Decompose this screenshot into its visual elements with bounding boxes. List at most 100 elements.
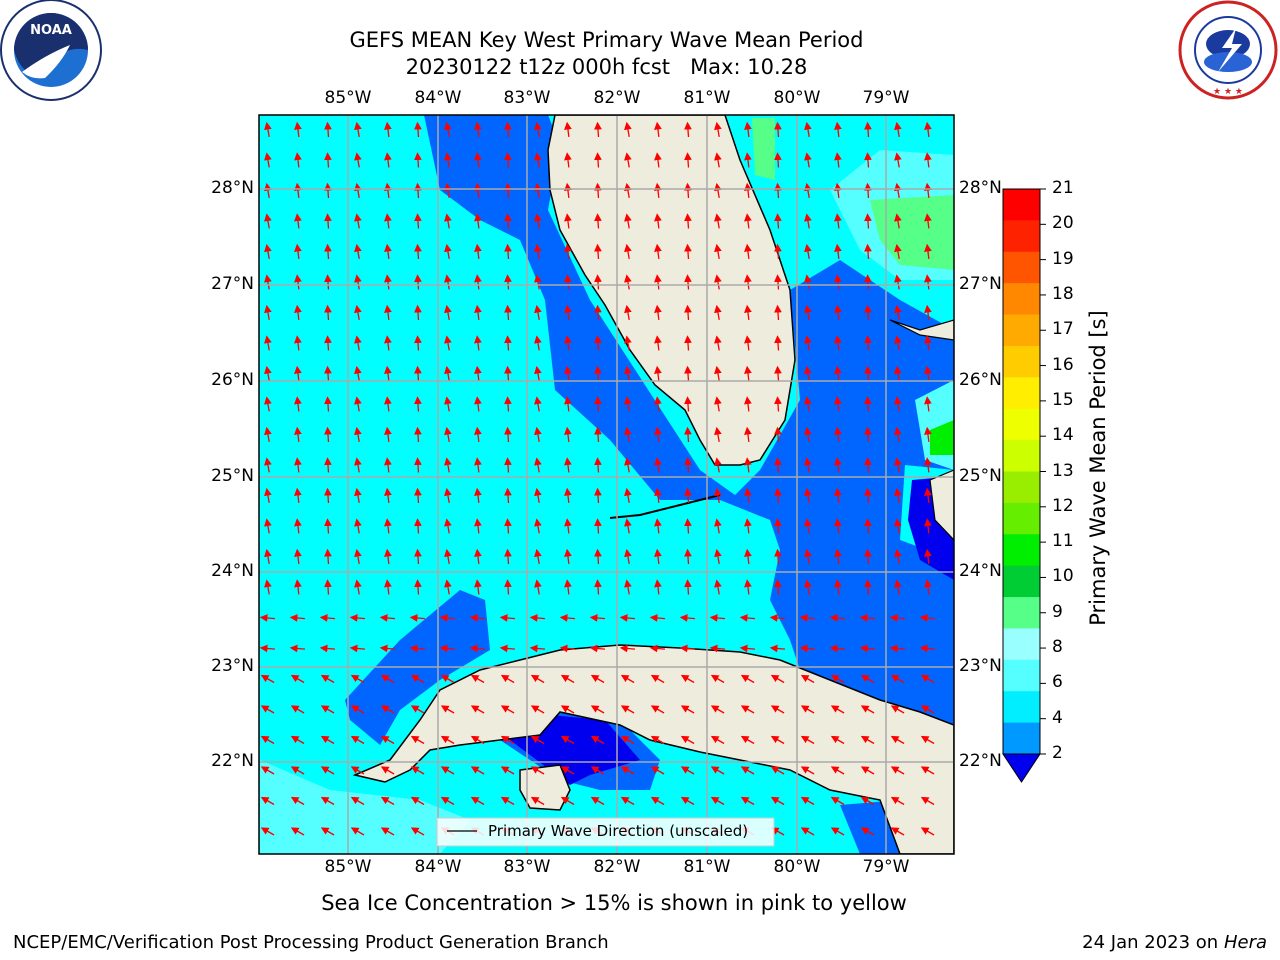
wave-direction-arrow — [739, 614, 756, 622]
wave-direction-arrow — [774, 182, 782, 199]
wave-direction-arrow — [894, 365, 902, 382]
wave-direction-arrow — [444, 243, 452, 260]
wave-direction-arrow — [740, 796, 755, 806]
wave-direction-arrow — [680, 705, 695, 714]
colorbar-cell — [1003, 565, 1040, 598]
wave-direction-arrow — [864, 182, 872, 199]
colorbar-tick-label: 14 — [1052, 425, 1074, 446]
wave-direction-arrow — [594, 152, 602, 168]
wave-direction-arrow — [864, 304, 872, 321]
wave-direction-arrow — [924, 518, 932, 534]
wave-direction-arrow — [624, 335, 632, 351]
wave-direction-arrow — [264, 396, 272, 412]
wave-direction-arrow — [260, 735, 275, 745]
wave-direction-arrow — [714, 396, 722, 412]
wave-direction-arrow — [834, 182, 842, 199]
wave-direction-arrow — [804, 304, 812, 321]
wave-direction-arrow — [564, 365, 572, 382]
wave-direction-arrow — [504, 487, 512, 504]
wave-direction-arrow — [624, 274, 632, 290]
wave-direction-arrow — [774, 457, 782, 473]
wave-direction-arrow — [714, 365, 722, 382]
colorbar-tick-label: 20 — [1052, 213, 1074, 234]
wave-direction-arrow — [259, 614, 276, 622]
wave-direction-arrow — [834, 426, 842, 443]
wave-direction-arrow — [504, 213, 512, 229]
wave-direction-arrow — [769, 614, 786, 622]
wave-direction-arrow — [859, 644, 876, 653]
lat-label-right: 22°N — [959, 751, 1002, 771]
wave-direction-arrow — [590, 705, 605, 714]
wave-direction-arrow — [354, 243, 362, 260]
wave-direction-arrow — [894, 426, 902, 443]
wave-direction-arrow — [380, 674, 395, 684]
wave-direction-arrow — [379, 644, 396, 653]
wave-direction-arrow — [654, 487, 662, 504]
wave-direction-arrow — [504, 365, 512, 382]
wave-direction-arrow — [744, 487, 752, 504]
wave-direction-arrow — [324, 152, 332, 168]
lat-label-right: 28°N — [959, 178, 1002, 198]
wave-direction-arrow — [350, 827, 365, 836]
colorbar-cell — [1003, 377, 1040, 410]
wave-direction-arrow — [384, 304, 392, 321]
wave-direction-arrow — [624, 518, 632, 534]
wave-direction-arrow — [384, 152, 392, 168]
wave-direction-arrow — [624, 213, 632, 229]
wave-direction-arrow — [474, 579, 482, 595]
wave-direction-arrow — [654, 335, 662, 351]
wave-direction-arrow — [564, 121, 572, 138]
wave-direction-arrow — [714, 579, 722, 595]
wave-direction-arrow — [804, 243, 812, 260]
wave-direction-arrow — [650, 674, 665, 684]
wave-direction-arrow — [919, 614, 936, 622]
colorbar-cell — [1003, 283, 1040, 316]
wave-direction-arrow — [920, 796, 935, 806]
lon-label-bottom: 82°W — [593, 857, 641, 877]
wave-direction-arrow — [500, 735, 515, 745]
wave-direction-arrow — [619, 644, 636, 653]
wave-direction-arrow — [920, 735, 935, 745]
wave-direction-arrow — [594, 304, 602, 321]
wave-direction-arrow — [714, 548, 722, 565]
wave-direction-arrow — [800, 766, 815, 775]
wave-direction-arrow — [414, 457, 422, 473]
lon-label-top: 79°W — [862, 88, 910, 108]
wave-direction-arrow — [770, 735, 785, 745]
wave-direction-arrow — [534, 274, 542, 290]
wave-direction-arrow — [534, 579, 542, 595]
wave-direction-arrow — [324, 365, 332, 382]
wave-direction-arrow — [684, 243, 692, 260]
wave-direction-arrow — [414, 335, 422, 351]
wave-direction-arrow — [324, 457, 332, 473]
lat-label-left: 26°N — [211, 370, 254, 390]
wave-direction-arrow — [594, 213, 602, 229]
ocean-period-10-11 — [930, 420, 954, 455]
wave-direction-arrow — [290, 827, 305, 836]
wave-direction-arrow — [684, 518, 692, 534]
wave-direction-arrow — [324, 121, 332, 138]
wave-direction-arrow — [384, 182, 392, 199]
colorbar-extend-triangle — [1002, 753, 1041, 783]
wave-direction-arrow — [829, 644, 846, 653]
wave-direction-arrow — [649, 644, 666, 653]
lat-label-left: 22°N — [211, 751, 254, 771]
wave-direction-arrow — [770, 796, 785, 806]
wave-direction-arrow — [594, 518, 602, 534]
wave-direction-arrow — [534, 548, 542, 565]
wave-direction-arrow — [654, 396, 662, 412]
wave-direction-arrow — [894, 304, 902, 321]
wave-direction-arrow — [534, 213, 542, 229]
wave-direction-arrow — [834, 365, 842, 382]
wave-direction-arrow — [474, 274, 482, 290]
wave-direction-arrow — [864, 274, 872, 290]
wave-direction-arrow — [920, 827, 935, 836]
wave-direction-arrow — [804, 365, 812, 382]
wave-direction-arrow — [834, 396, 842, 412]
land-andros — [929, 469, 954, 541]
wave-direction-arrow — [924, 213, 932, 229]
wave-direction-arrow — [414, 548, 422, 565]
wave-direction-arrow — [294, 335, 302, 351]
land-grand-bahama — [889, 319, 954, 341]
wave-direction-arrow — [864, 487, 872, 504]
